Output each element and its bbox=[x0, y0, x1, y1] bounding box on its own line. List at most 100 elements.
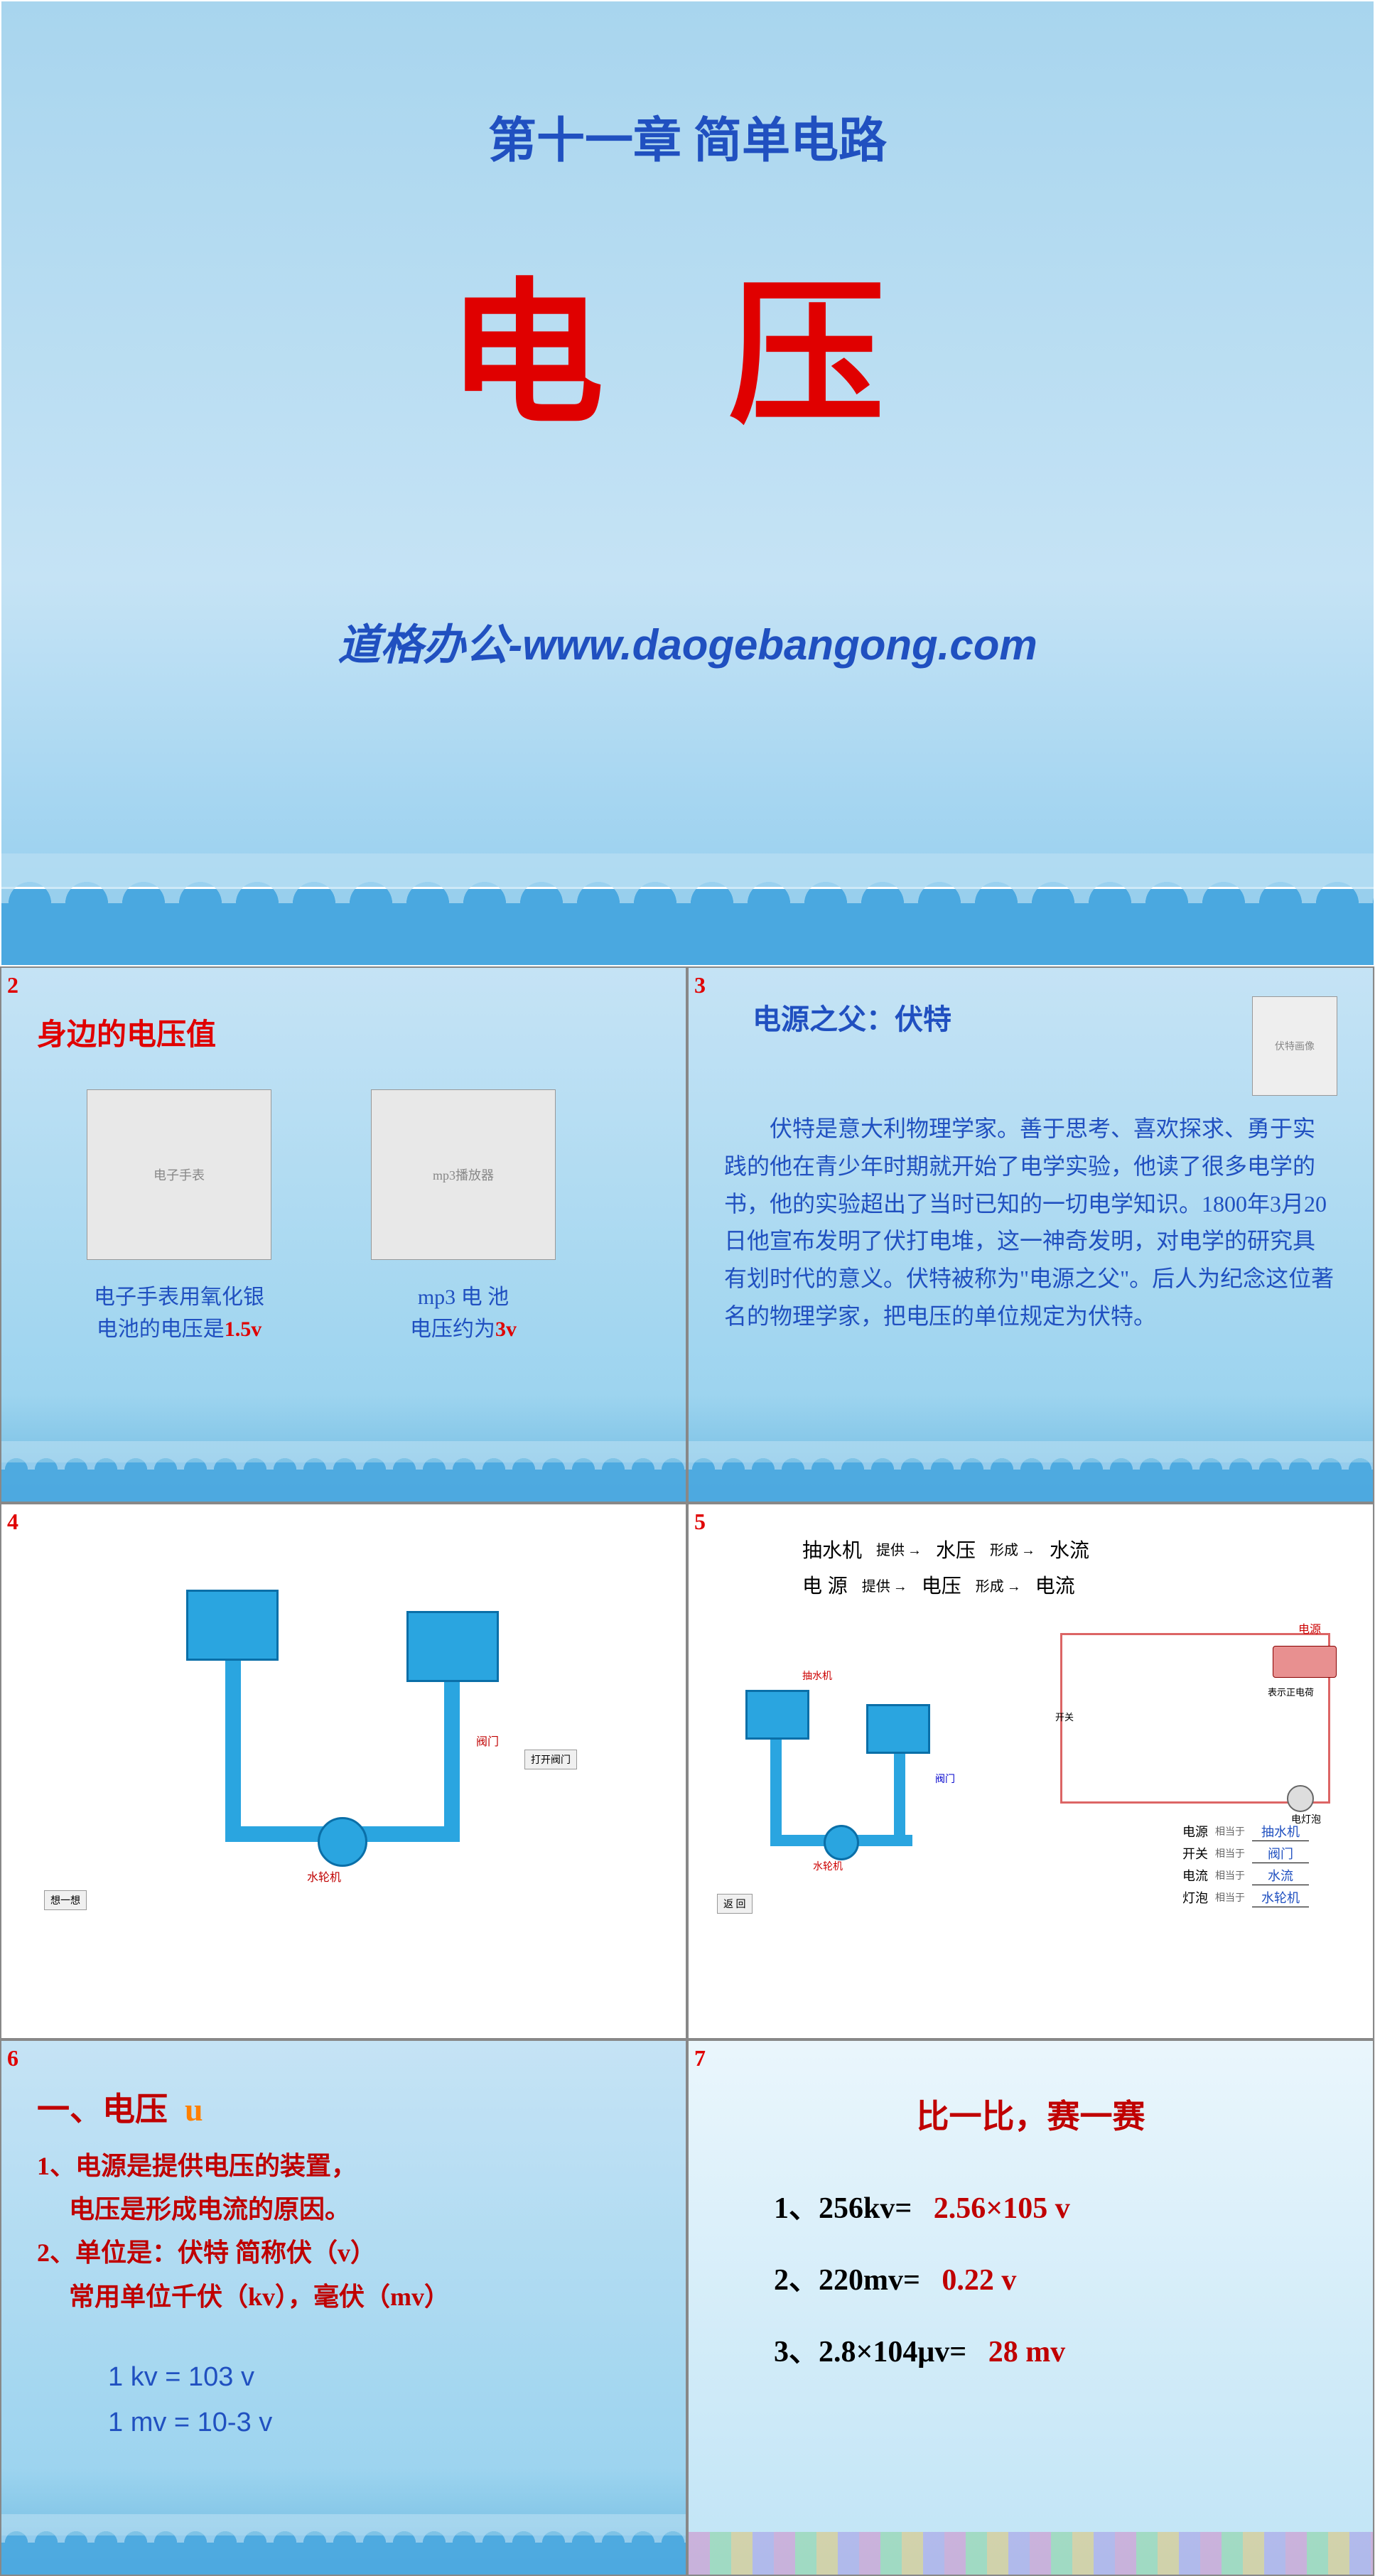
water-tank bbox=[866, 1704, 930, 1754]
water-tank-left bbox=[186, 1590, 279, 1661]
water-diagram: 抽水机 阀门 水轮机 bbox=[731, 1661, 944, 1860]
quiz-list: 1、256kv= 2.56×105 v 2、220mv= 0.22 v 3、2.… bbox=[774, 2173, 1373, 2388]
analogy-term: 抽水机 bbox=[802, 1533, 862, 1568]
decorative-border bbox=[689, 1462, 1373, 1502]
analogy-relation: 提供 bbox=[856, 1574, 913, 1600]
battery-icon bbox=[1273, 1646, 1337, 1678]
pipe bbox=[894, 1754, 905, 1839]
point-line: 2、单位是：伏特 简称伏（v） bbox=[37, 2231, 686, 2275]
slide-row-3: 6 一、电压 u 1、电源是提供电压的装置， 电压是形成电流的原因。 2、单位是… bbox=[0, 2039, 1375, 2576]
table-row: 电源相当于抽水机 bbox=[1172, 1822, 1309, 1841]
slide-row-2: 4 阀门 打开阀门 水轮机 想一想 5 抽水机 提供 水压 bbox=[0, 1503, 1375, 2039]
slide3-title: 电源之父：伏特 bbox=[753, 996, 951, 1096]
slide-4: 4 阀门 打开阀门 水轮机 想一想 bbox=[0, 1503, 687, 2039]
power-label: 电源 bbox=[1298, 1620, 1321, 1637]
analogy-row-electric: 电 源 提供 电压 形成 电流 bbox=[802, 1568, 1373, 1604]
quiz-item: 2、220mv= 0.22 v bbox=[774, 2245, 1373, 2317]
open-valve-button[interactable]: 打开阀门 bbox=[524, 1750, 577, 1769]
pump-label: 抽水机 bbox=[802, 1669, 832, 1683]
decorative-border bbox=[1, 2535, 686, 2575]
switch-label: 开关 bbox=[1055, 1710, 1074, 1723]
valve-label: 阀门 bbox=[935, 1772, 955, 1786]
presentation: 第十一章 简单电路 电 压 道格办公-www.daogebangong.com … bbox=[0, 0, 1375, 2576]
quiz-question: 3、2.8×104μv= bbox=[774, 2336, 966, 2368]
decorative-border bbox=[1, 1462, 686, 1502]
caption-line1: 电子手表用氧化银 bbox=[94, 1286, 264, 1309]
pipe bbox=[225, 1661, 241, 1831]
analogy-relation: 形成 bbox=[970, 1574, 1027, 1600]
table-relation: 相当于 bbox=[1215, 1868, 1245, 1882]
voltage-value: 1.5v bbox=[225, 1317, 262, 1341]
table-row: 灯泡相当于水轮机 bbox=[1172, 1888, 1309, 1907]
electric-circuit: 电源 表示正电荷 电灯泡 开关 bbox=[1060, 1633, 1330, 1804]
water-tank-right bbox=[406, 1611, 499, 1682]
chapter-heading: 第十一章 简单电路 bbox=[1, 101, 1374, 171]
analogy-term: 水压 bbox=[936, 1533, 976, 1568]
table-row: 电流相当于水流 bbox=[1172, 1866, 1309, 1885]
slide-7: 7 比一比，赛一赛 1、256kv= 2.56×105 v 2、220mv= 0… bbox=[687, 2039, 1374, 2576]
slide3-body-text: 伏特是意大利物理学家。善于思考、喜欢探求、勇于实践的他在青少年时期就开始了电学实… bbox=[689, 1096, 1373, 1335]
turbine-label: 水轮机 bbox=[307, 1868, 341, 1885]
slide-row-1: 2 身边的电压值 电子手表 电子手表用氧化银 电池的电压是1.5v mp3播放器… bbox=[0, 966, 1375, 1503]
table-relation: 相当于 bbox=[1215, 1890, 1245, 1904]
analogy-relation: 提供 bbox=[870, 1538, 927, 1563]
table-row: 开关相当于阀门 bbox=[1172, 1844, 1309, 1863]
analogy-row-water: 抽水机 提供 水压 形成 水流 bbox=[802, 1533, 1373, 1568]
analogy-relation: 形成 bbox=[984, 1538, 1041, 1563]
slide-6: 6 一、电压 u 1、电源是提供电压的装置， 电压是形成电流的原因。 2、单位是… bbox=[0, 2039, 687, 2576]
quiz-question: 1、256kv= bbox=[774, 2192, 912, 2225]
slide3-header: 电源之父：伏特 伏特画像 bbox=[689, 968, 1373, 1096]
analogy-term: 水流 bbox=[1050, 1533, 1089, 1568]
mp3-image: mp3播放器 bbox=[371, 1089, 556, 1260]
pipe bbox=[770, 1740, 782, 1839]
decorative-border bbox=[1, 887, 1374, 965]
water-circuit-diagram: 阀门 打开阀门 水轮机 bbox=[158, 1590, 527, 1874]
title-slide: 第十一章 简单电路 电 压 道格办公-www.daogebangong.com bbox=[0, 0, 1375, 966]
conversion-line: 1 kv = 103 v bbox=[108, 2354, 686, 2400]
watch-image: 电子手表 bbox=[87, 1089, 271, 1260]
slide-number: 5 bbox=[694, 1509, 706, 1535]
valve-label: 阀门 bbox=[476, 1732, 499, 1749]
caption-line2: 电压约为 bbox=[410, 1317, 495, 1341]
analogy-text: 抽水机 提供 水压 形成 水流 电 源 提供 电压 形成 电流 bbox=[802, 1533, 1373, 1605]
bulb-icon bbox=[1287, 1785, 1314, 1812]
think-button[interactable]: 想一想 bbox=[44, 1890, 87, 1910]
unit-conversions: 1 kv = 103 v 1 mv = 10-3 v bbox=[108, 2354, 686, 2446]
table-value: 阀门 bbox=[1252, 1844, 1309, 1863]
voltage-example-mp3: mp3播放器 mp3 电 池 电压约为3v bbox=[371, 1089, 556, 1345]
turbine-label: 水轮机 bbox=[813, 1859, 843, 1873]
slide6-heading: 一、电压 u bbox=[37, 2084, 686, 2130]
heading-text: 一、电压 bbox=[37, 2091, 168, 2128]
table-label: 电流 bbox=[1172, 1866, 1208, 1885]
table-relation: 相当于 bbox=[1215, 1824, 1245, 1838]
slide-3: 3 电源之父：伏特 伏特画像 伏特是意大利物理学家。善于思考、喜欢探求、勇于实践… bbox=[687, 966, 1374, 1503]
quiz-item: 1、256kv= 2.56×105 v bbox=[774, 2173, 1373, 2245]
quiz-question: 2、220mv= bbox=[774, 2264, 920, 2297]
slide-number: 3 bbox=[694, 972, 706, 998]
heading-symbol: u bbox=[185, 2091, 203, 2128]
table-label: 开关 bbox=[1172, 1844, 1208, 1863]
slide2-title: 身边的电压值 bbox=[37, 1011, 686, 1054]
water-tank bbox=[745, 1690, 809, 1740]
main-title: 电 压 bbox=[1, 228, 1374, 454]
analogy-term: 电 源 bbox=[802, 1568, 848, 1604]
slide-number: 7 bbox=[694, 2045, 706, 2071]
comparison-diagram: 抽水机 阀门 水轮机 电源 表示正电荷 电灯泡 开关 电源相当于抽水机 开关相当… bbox=[710, 1619, 1352, 1917]
table-value: 水流 bbox=[1252, 1866, 1309, 1885]
quiz-answer: 2.56×105 v bbox=[934, 2192, 1070, 2225]
decorative-flowers bbox=[689, 2532, 1373, 2575]
turbine-icon bbox=[824, 1825, 859, 1860]
volta-portrait: 伏特画像 bbox=[1252, 996, 1337, 1096]
table-value: 水轮机 bbox=[1252, 1888, 1309, 1907]
watch-caption: 电子手表用氧化银 电池的电压是1.5v bbox=[87, 1281, 271, 1345]
analogy-term: 电流 bbox=[1035, 1568, 1075, 1604]
charge-label: 表示正电荷 bbox=[1268, 1685, 1314, 1698]
conversion-line: 1 mv = 10-3 v bbox=[108, 2400, 686, 2446]
point-line: 电压是形成电流的原因。 bbox=[37, 2188, 686, 2231]
table-label: 电源 bbox=[1172, 1822, 1208, 1841]
slide-number: 2 bbox=[7, 972, 18, 998]
back-button[interactable]: 返 回 bbox=[717, 1894, 753, 1914]
table-label: 灯泡 bbox=[1172, 1888, 1208, 1907]
voltage-value: 3v bbox=[495, 1317, 517, 1341]
slide-number: 4 bbox=[7, 1509, 18, 1535]
